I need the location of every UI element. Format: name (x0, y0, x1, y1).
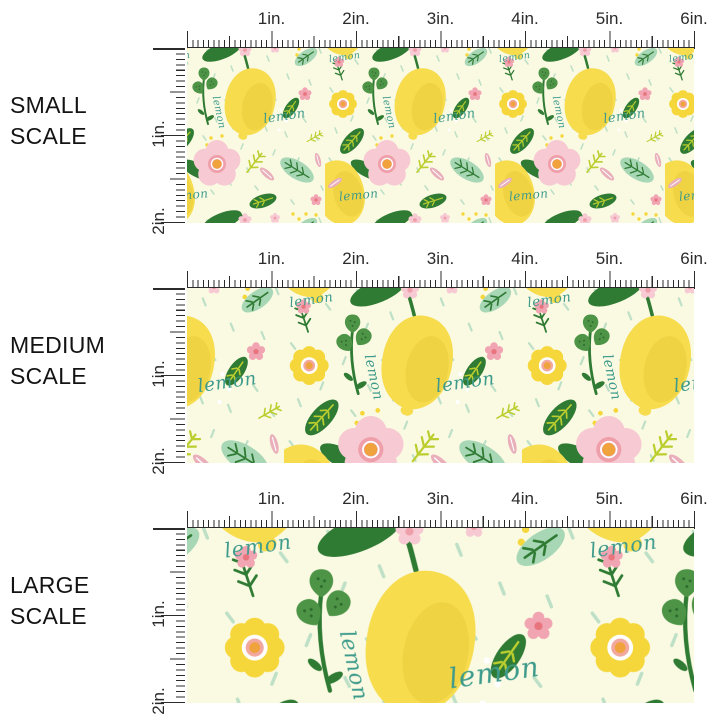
ruler-inch-label-vertical: 2in. (149, 447, 168, 475)
ruler-inch-label: 2in. (342, 249, 370, 268)
ruler-inch-label: 4in. (511, 9, 539, 28)
scale-row-large: LARGE SCALE 1in. 2in. 3in. 4in. 5in. 6in… (0, 480, 720, 720)
vertical-ruler (153, 528, 187, 704)
ruler-inch-label: 4in. (511, 249, 539, 268)
ruler-inch-label: 6in. (680, 9, 708, 28)
ruler-inch-label-vertical: 2in. (149, 687, 168, 715)
scale-label-small: SMALL SCALE (10, 92, 87, 149)
ruler-inch-label: 2in. (342, 9, 370, 28)
horizontal-ruler (187, 511, 695, 537)
ruler-inch-label: 6in. (680, 249, 708, 268)
horizontal-ruler (187, 31, 695, 57)
scale-row-medium: MEDIUM SCALE 1in. 2in. 3in. 4in. 5in. 6i… (0, 240, 720, 480)
vertical-ruler (153, 288, 187, 464)
ruler-inch-label: 2in. (342, 489, 370, 508)
fabric-swatch-medium-scale (187, 288, 694, 463)
ruler-inch-label: 6in. (680, 489, 708, 508)
ruler-inch-label: 1in. (257, 9, 286, 28)
ruler-inch-label: 5in. (595, 489, 624, 508)
ruler-inch-label: 3in. (426, 489, 455, 508)
ruler-inch-label-vertical: 1in. (149, 600, 168, 628)
scale-row-small: SMALL SCALE 1in. 2in. 3in. 4in. 5in. 6in… (0, 0, 720, 240)
vertical-ruler (153, 48, 187, 224)
ruler-inch-label: 5in. (595, 249, 624, 268)
ruler-inch-label: 1in. (257, 489, 286, 508)
ruler-inch-label: 1in. (257, 249, 286, 268)
ruler-inch-label-vertical: 1in. (149, 120, 168, 148)
scale-label-large: LARGE SCALE (10, 572, 90, 629)
fabric-swatch-small-scale (187, 48, 694, 223)
ruler-inch-label: 3in. (426, 249, 455, 268)
ruler-inch-label: 4in. (511, 489, 539, 508)
ruler-inch-label: 5in. (595, 9, 624, 28)
ruler-inch-label-vertical: 1in. (149, 360, 168, 388)
scale-label-medium: MEDIUM SCALE (10, 332, 106, 389)
ruler-inch-label: 3in. (426, 9, 455, 28)
horizontal-ruler (187, 271, 695, 297)
ruler-inch-label-vertical: 2in. (149, 207, 168, 235)
fabric-swatch-large-scale (187, 528, 694, 703)
